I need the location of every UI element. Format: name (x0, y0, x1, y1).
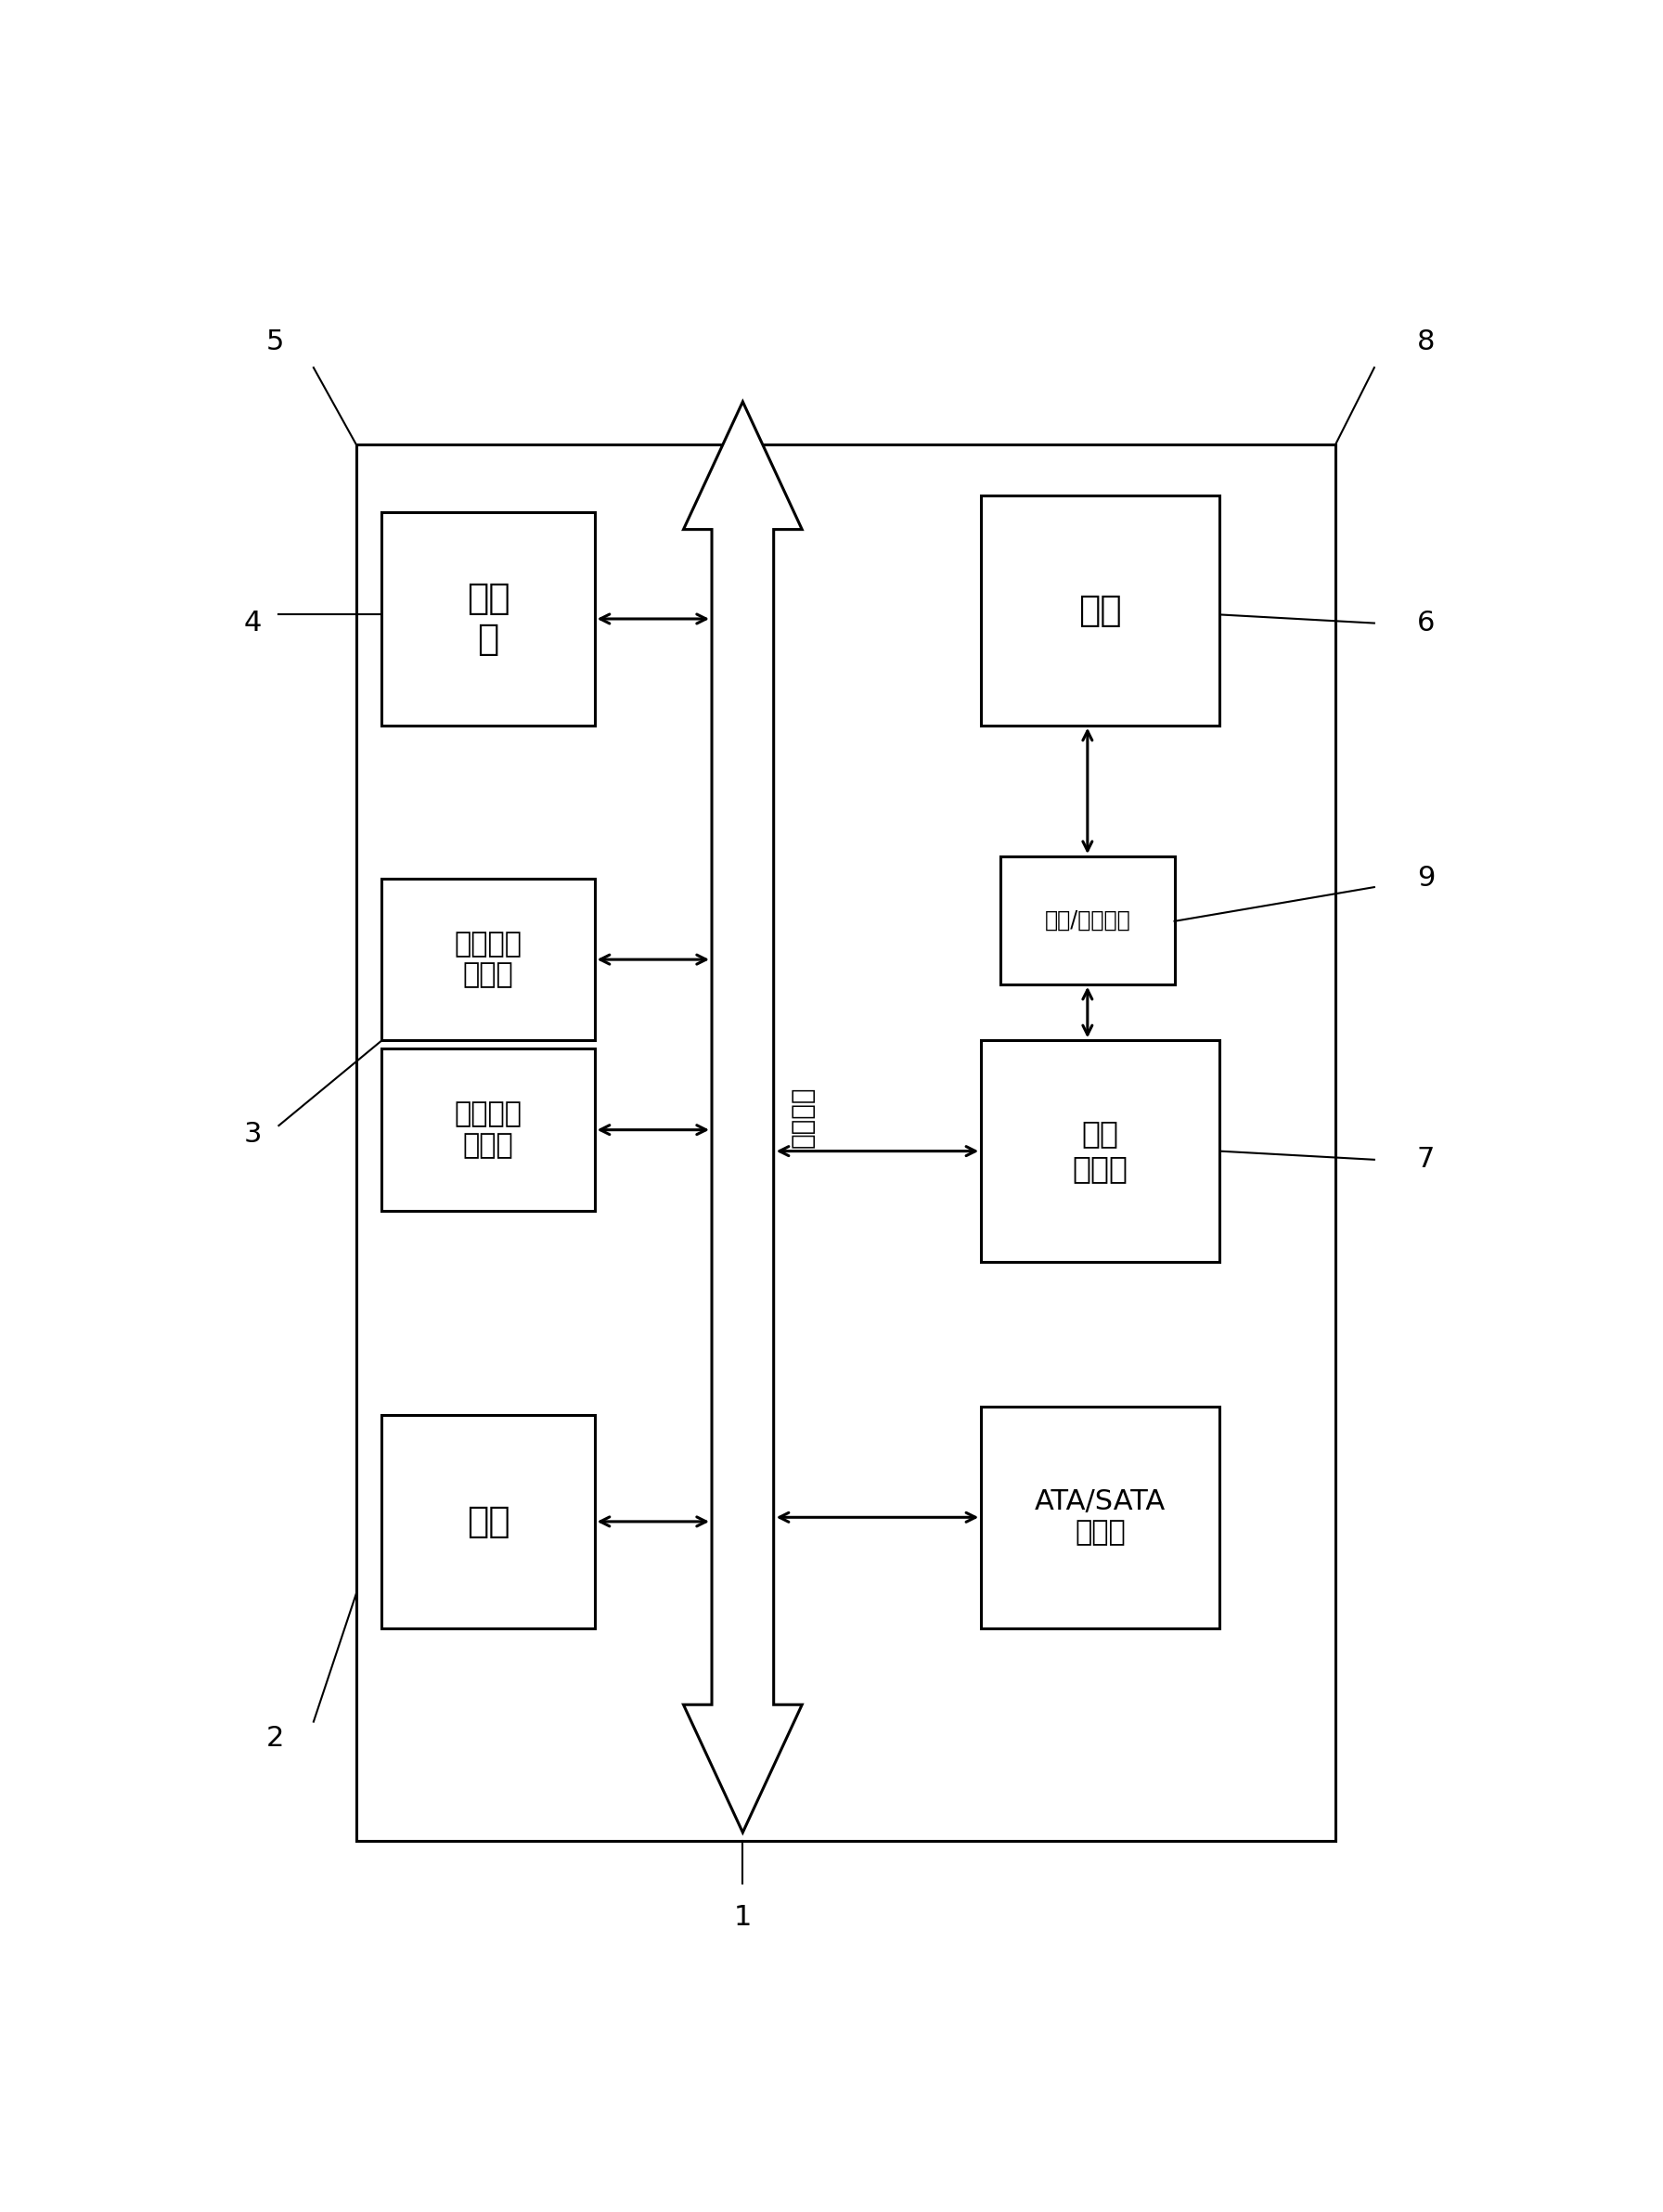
Bar (382, 513, 595, 726)
Bar (356, 445, 1335, 1840)
Text: 闪存: 闪存 (1079, 593, 1123, 628)
Bar (981, 1040, 1219, 1261)
Bar (1001, 856, 1174, 984)
Bar (382, 1416, 595, 1628)
Text: ATA/SATA
控制器: ATA/SATA 控制器 (1034, 1489, 1166, 1546)
Text: 9: 9 (1417, 865, 1435, 891)
Text: 数据总线: 数据总线 (790, 1086, 815, 1148)
Text: 内存: 内存 (467, 1504, 511, 1540)
Text: 1: 1 (733, 1905, 752, 1931)
Bar (981, 495, 1219, 726)
Text: 2: 2 (266, 1725, 284, 1752)
Text: 8: 8 (1417, 330, 1435, 356)
Text: 7: 7 (1417, 1146, 1435, 1172)
Bar (981, 1407, 1219, 1628)
Bar (382, 1048, 595, 1210)
Polygon shape (683, 403, 802, 1832)
Bar (382, 878, 595, 1040)
Text: 5: 5 (266, 330, 284, 356)
Text: 处理
器: 处理 器 (467, 582, 511, 657)
Text: 闪存
控制器: 闪存 控制器 (1073, 1117, 1128, 1183)
Text: 输入/输出接口: 输入/输出接口 (1044, 909, 1131, 931)
Text: 4: 4 (244, 611, 263, 637)
Text: 地址映射
管理器: 地址映射 管理器 (454, 1102, 522, 1159)
Text: 固件代码
管理器: 固件代码 管理器 (454, 931, 522, 989)
Text: 6: 6 (1417, 611, 1435, 637)
Text: 3: 3 (244, 1121, 263, 1148)
